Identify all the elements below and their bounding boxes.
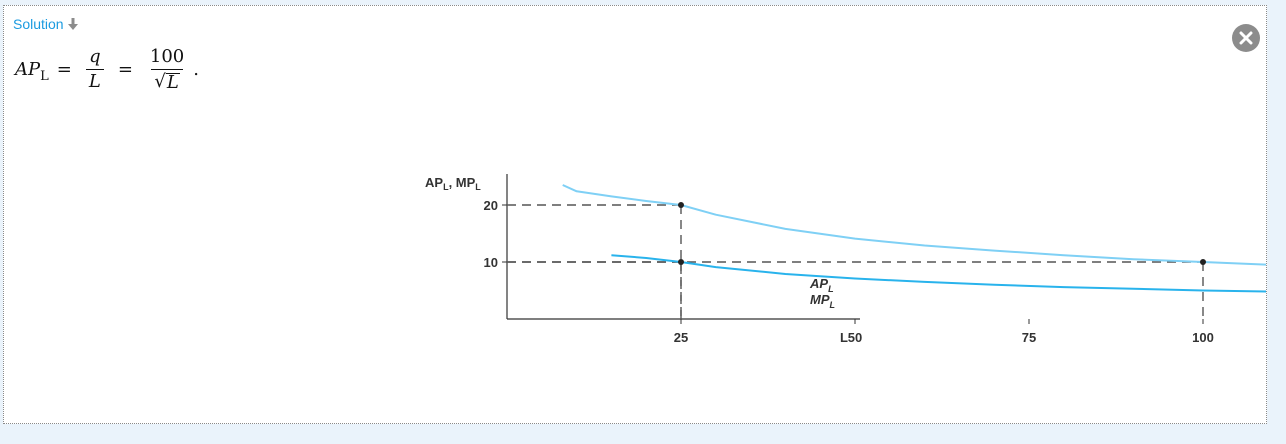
x-tick-label: 100	[1192, 330, 1214, 345]
chart-axes	[506, 174, 860, 320]
solution-header[interactable]: Solution	[13, 16, 78, 32]
formula-lhs-main: AP	[15, 58, 41, 80]
radicand: L	[165, 71, 180, 93]
solution-panel: Solution APL = q L = 100 √ L . APL, MPL	[3, 5, 1267, 424]
y-axis-label: APL, MPL	[425, 175, 481, 192]
ap-mp-chart: APL, MPL L 25 50 75 100 10 20 APL MPL	[425, 174, 1266, 345]
equals-sign-1: =	[56, 58, 72, 80]
solution-label[interactable]: Solution	[13, 16, 64, 32]
fraction-q-over-L: q L	[85, 45, 104, 92]
ap-curve-label: APL	[809, 276, 834, 294]
data-point	[678, 259, 684, 265]
x-tick-label: 75	[1022, 330, 1036, 345]
fraction2-denominator: √ L	[151, 68, 183, 93]
radical-sign: √	[154, 70, 166, 92]
fraction1-numerator: q	[89, 45, 101, 67]
fraction1-denominator: L	[85, 68, 104, 92]
fraction-100-over-sqrt-L: 100 √ L	[147, 45, 187, 93]
x-tick-label: 25	[674, 330, 688, 345]
formula-period: .	[193, 58, 199, 80]
data-point	[1200, 259, 1206, 265]
data-point	[678, 202, 684, 208]
y-tick-label: 10	[484, 255, 498, 270]
y-tick-label: 20	[484, 198, 498, 213]
arrow-down-icon[interactable]	[67, 18, 78, 30]
mp-curve-label: MPL	[810, 292, 835, 310]
dashed-guides	[507, 204, 1204, 319]
formula-lhs-sub: L	[40, 68, 49, 84]
axis-ticks: 25 50 75 100 10 20	[484, 198, 1214, 345]
close-button[interactable]	[1232, 24, 1260, 52]
mp-curve	[611, 254, 1266, 293]
x-axis-label: L	[840, 330, 848, 345]
chart-points	[678, 202, 1206, 265]
chart-curves	[562, 184, 1266, 293]
x-tick-label: 50	[848, 330, 862, 345]
ap-curve	[562, 184, 1266, 266]
equals-sign-2: =	[117, 58, 133, 80]
formula-lhs: APL	[15, 58, 49, 84]
close-icon	[1239, 31, 1253, 45]
fraction2-numerator: 100	[149, 45, 185, 67]
average-product-formula: APL = q L = 100 √ L .	[15, 42, 199, 96]
